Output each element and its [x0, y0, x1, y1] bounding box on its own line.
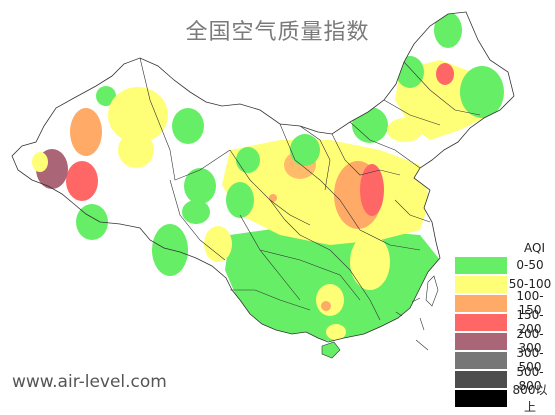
south-sea-islands: [395, 297, 429, 351]
legend-label: 100-150: [516, 289, 544, 317]
legend-item: 50-100: [455, 275, 553, 293]
legend-item: 300-500: [455, 346, 553, 374]
legend-swatch: [455, 275, 507, 293]
aqi-legend: AQI 0-50 50-100 100-150 150-200 200-300 300-5…: [455, 240, 553, 414]
legend-item: 150-200: [455, 308, 553, 336]
legend-swatch: [455, 256, 507, 274]
legend-label: 500-800: [516, 365, 544, 393]
legend-item: 0-50: [455, 256, 553, 274]
map-title: 全国空气质量指数: [185, 20, 370, 45]
legend-item: 200-300: [455, 327, 553, 355]
legend-label: 150-200: [516, 308, 544, 336]
legend-label: 200-300: [516, 327, 544, 355]
taiwan-island: [425, 275, 439, 307]
legend-swatch: [455, 389, 507, 407]
aqi-western-spots: [32, 86, 216, 276]
hainan-island: [321, 341, 341, 359]
legend-swatch: [455, 351, 507, 369]
legend-title: AQI: [524, 241, 545, 255]
china-aqi-map: [11, 11, 515, 359]
legend-label: 0-50: [516, 258, 544, 272]
legend-label: 300-500: [516, 346, 544, 374]
legend-label: 800以上: [512, 383, 548, 414]
legend-label: 50-100: [508, 277, 552, 291]
site-watermark: www.air-level.com: [12, 372, 167, 392]
legend-item: 800以上: [455, 383, 553, 414]
province-borders: [11, 11, 515, 343]
legend-swatch: [455, 332, 507, 350]
legend-swatch: [455, 294, 507, 312]
legend-swatch: [455, 370, 507, 388]
legend-item: 100-150: [455, 289, 553, 317]
legend-item: 500-800: [455, 365, 553, 393]
aqi-color-layer: [204, 12, 505, 342]
legend-swatch: [455, 313, 507, 331]
